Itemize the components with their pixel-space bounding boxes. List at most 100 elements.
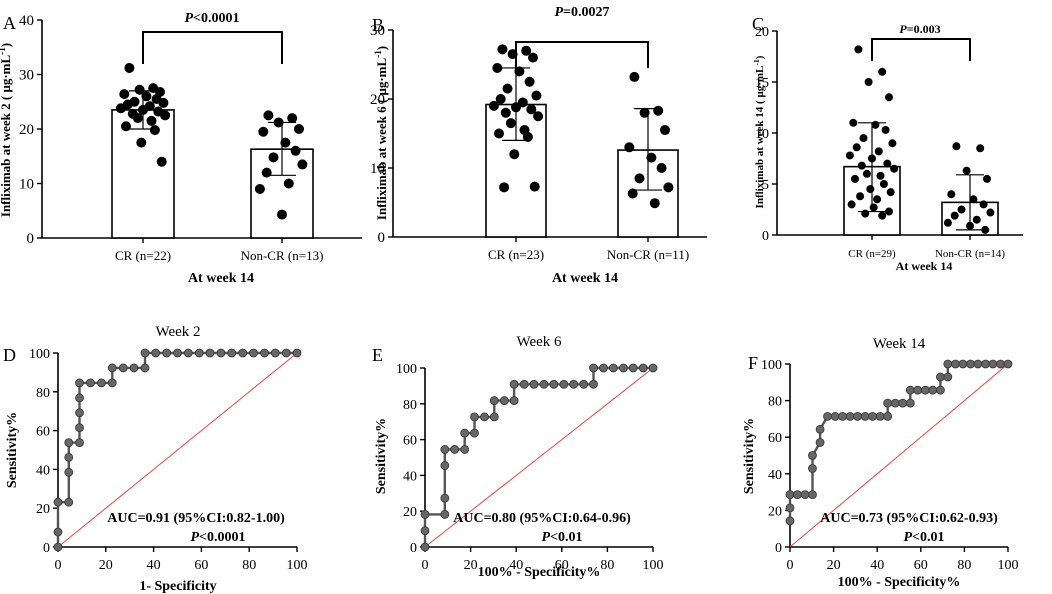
data-point [629,71,640,82]
data-point [492,62,503,73]
y-tick-label: 0 [378,230,386,246]
roc-point [470,412,479,422]
p-value-italic: P [541,530,550,545]
roc-point [460,445,470,454]
y-tick-label: 10 [370,161,385,177]
roc-point [569,379,579,389]
y-tick-label: 0 [27,231,35,247]
y-tick-label: 60 [768,431,782,446]
data-point [511,102,521,113]
data-point [851,174,859,183]
roc-point [499,396,509,405]
roc-point [420,526,430,536]
x-tick-label: 80 [242,558,256,573]
panel-E: E Week 6 0 20 40 60 80 100 0 20 40 60 80 100 100% - Sp… [372,334,664,580]
data-point [660,125,670,136]
data-point [283,178,294,189]
data-point [845,151,854,160]
data-point [854,45,863,54]
roc-point [883,411,893,421]
roc-point [86,378,95,388]
roc-point [628,363,638,373]
data-point [981,225,990,234]
data-point [653,105,664,116]
y-tick-label: 5 [762,178,769,193]
p-value: P<0.01 [903,530,944,545]
reference-diagonal [789,363,1009,548]
x-tick-label: 100 [287,558,308,573]
x-tick-label: 80 [600,558,614,573]
roc-point [270,348,280,358]
roc-point [440,510,450,519]
panel-D: D Week 2 0 20 40 60 80 100 0 20 40 60 80 100 1- Specif… [3,324,308,594]
roc-curve [56,351,297,547]
roc-point [75,378,84,388]
p-value: P<0.01 [541,530,582,545]
roc-point [838,411,847,421]
x-tick-label: 20 [99,558,113,573]
data-point [663,182,674,193]
data-point [294,124,304,134]
roc-point [281,348,291,358]
roc-point [140,348,150,358]
roc-point [129,363,139,373]
roc-point [292,348,302,358]
data-point [878,67,887,76]
x-tick-label: 100 [643,558,664,573]
p-value-rest: <0.01 [550,530,582,545]
y-axis-label-close: ) [754,55,766,59]
roc-point [519,379,529,389]
reference-diagonal [57,352,298,548]
x-axis-label: 1- Specificity [139,579,216,594]
roc-point [808,490,817,500]
data-point [627,188,638,199]
p-value-italic: P [190,530,199,545]
data-point [847,200,856,209]
data-point [979,200,988,209]
data-point [533,111,544,122]
y-tick-label: 80 [768,395,782,410]
y-axis-label-unit: ( μg·mL [0,54,13,100]
y-axis-label-main: Infliximab at week 14 [754,104,766,209]
roc-point [936,372,945,382]
x-axis-label: 100% - Specificity% [838,575,961,590]
roc-point [800,490,810,500]
y-tick-label: 100 [29,347,50,362]
significance-bracket [871,38,971,61]
data-point [526,104,537,115]
data-point [505,118,516,129]
roc-point [883,398,893,408]
p-value-italic: P [903,530,912,545]
data-point [952,142,961,151]
roc-point [440,493,450,503]
data-point [149,125,160,136]
y-axis-label: Infliximab at week 6 ( μg·mL-1) [373,46,389,220]
category-label: Non-CR (n=14) [935,248,1005,260]
data-point [862,169,871,178]
auc-label: AUC=0.80 (95%CI:0.64-0.96) [453,511,631,526]
p-value-italic: P [184,11,193,26]
roc-point [460,428,470,438]
data-point [263,110,274,121]
data-point [869,203,878,212]
roc-point [868,411,878,421]
y-axis-label: Sensitivity% [5,412,20,488]
roc-point [238,348,248,358]
panel-F: F Week 14 0 20 40 60 80 100 0 20 40 60 80 100 100% - S… [742,336,1019,590]
data-point [868,154,876,163]
roc-point [194,348,204,358]
chart-title: Week 6 [516,334,562,350]
data-point [287,113,298,124]
y-axis-label-unit: ( μg·mL [374,57,389,103]
y-tick-label: 100 [761,358,782,373]
roc-point [216,348,226,358]
p-value-rest: =0.0027 [563,5,609,20]
roc-point [608,363,618,373]
roc-point [853,411,862,421]
data-point [656,163,667,173]
roc-point [420,542,430,552]
roc-point [890,398,900,408]
category-label: Non-CR (n=11) [607,247,689,262]
panel-letter: B [372,15,384,35]
roc-point [981,359,990,369]
